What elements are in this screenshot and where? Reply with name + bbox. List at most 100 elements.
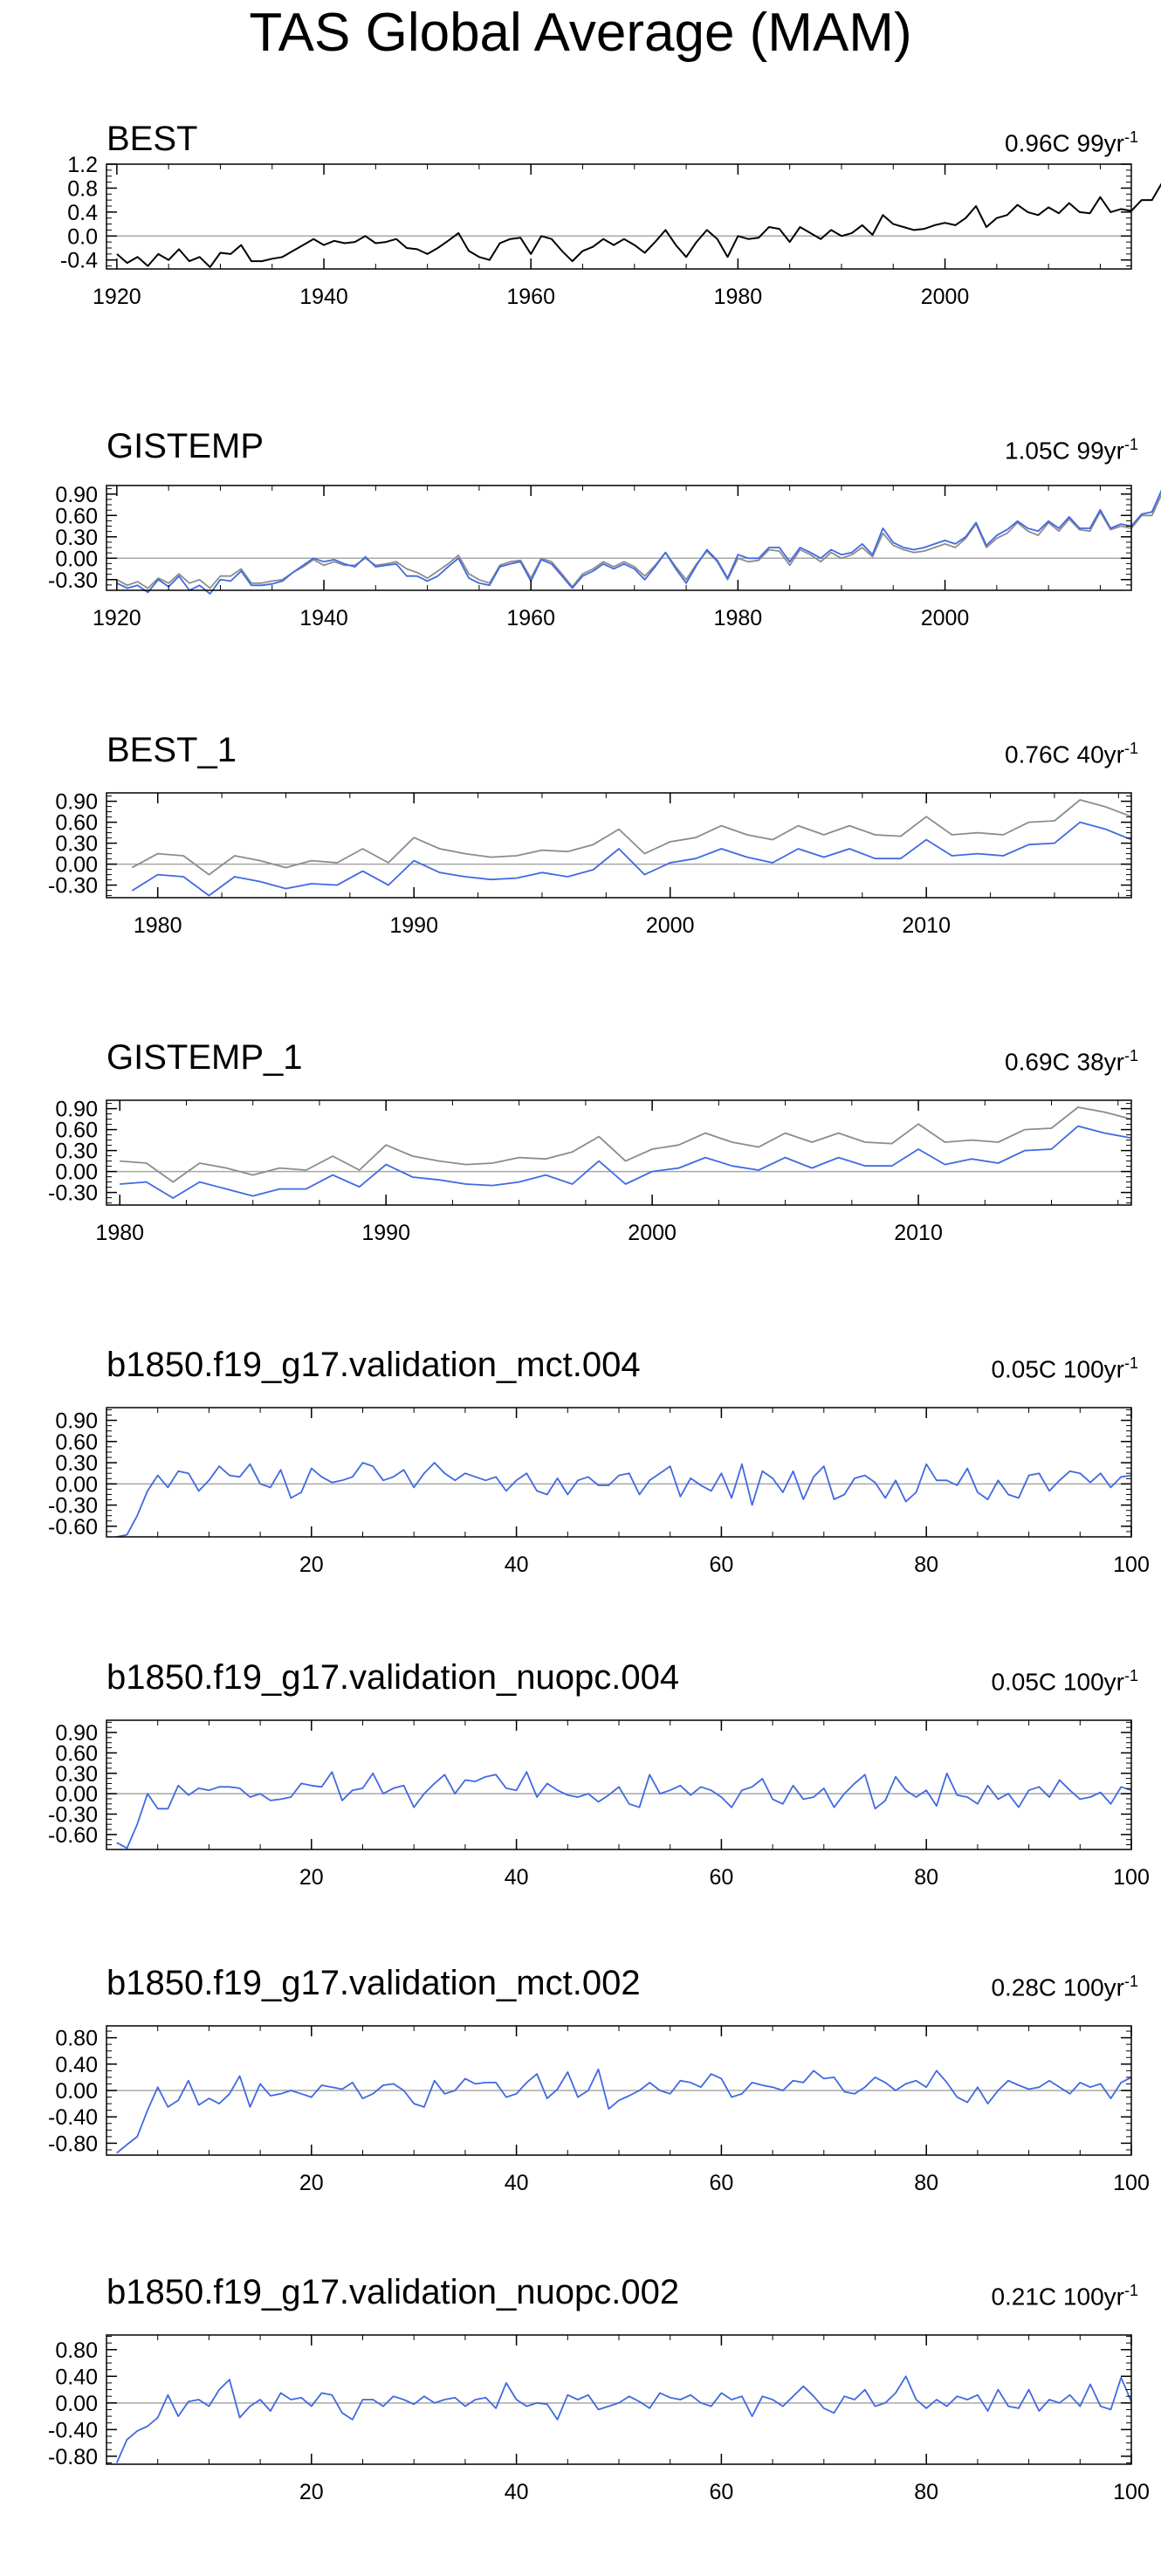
x-tick-label: 100 (1113, 1865, 1150, 1890)
y-tick-label: -0.80 (48, 2132, 98, 2156)
panel-title: b1850.f19_g17.validation_nuopc.002 (106, 2273, 680, 2311)
x-tick-label: 100 (1113, 1553, 1150, 1577)
y-tick-label: 0.90 (55, 483, 98, 507)
x-tick-label: 60 (709, 1553, 733, 1577)
y-tick-label: 0.30 (55, 1762, 98, 1787)
x-tick-label: 1980 (714, 285, 763, 309)
trend-label: 0.28C 100yr-1 (991, 1973, 1138, 2001)
y-tick-label: 0.8 (67, 176, 98, 201)
x-tick-label: 1990 (361, 1221, 410, 1245)
panel-mct-004: b1850.f19_g17.validation_mct.004 0.05C 1… (0, 1338, 1161, 1577)
series-line-reference (120, 1106, 1132, 1183)
trend-label: 0.21C 100yr-1 (991, 2282, 1138, 2311)
x-tick-label: 2000 (646, 913, 695, 938)
y-tick-label: 0.90 (55, 1721, 98, 1746)
y-tick-label: 0.80 (55, 2338, 98, 2363)
plot-frame (106, 1719, 1132, 1850)
x-tick-label: 60 (709, 1865, 733, 1890)
plot-frame (106, 1099, 1132, 1206)
y-tick-label: 0.30 (55, 832, 98, 857)
y-tick-label: 0.30 (55, 526, 98, 550)
x-tick-label: 2000 (628, 1221, 677, 1245)
y-tick-label: 0.00 (55, 1161, 98, 1185)
x-tick-label: 80 (914, 1553, 938, 1577)
line-plot: 0.900.600.300.00-0.30-0.60 20 40 60 80 100 (48, 1407, 1150, 1577)
y-tick-label: 0.90 (55, 1098, 98, 1122)
y-tick-label: 0.40 (55, 2053, 98, 2077)
y-tick-label: 0.60 (55, 504, 98, 528)
x-tick-label: 1940 (299, 285, 348, 309)
y-tick-label: 0.60 (55, 1119, 98, 1143)
y-tick-label: -0.30 (48, 1802, 98, 1827)
x-tick-label: 1920 (93, 285, 141, 309)
x-tick-label: 40 (505, 1553, 529, 1577)
y-tick-label: 0.30 (55, 1451, 98, 1476)
y-tick-label: 0.60 (55, 1430, 98, 1455)
x-tick-label: 1940 (299, 606, 348, 630)
y-tick-label: -0.30 (48, 874, 98, 899)
y-tick-label: -0.40 (48, 2418, 98, 2442)
y-tick-label: -0.60 (48, 1823, 98, 1848)
x-tick-label: 60 (709, 2171, 733, 2195)
plot-frame (106, 1407, 1132, 1538)
series-line-model (120, 1125, 1132, 1199)
x-tick-label: 80 (914, 2171, 938, 2195)
y-tick-label: 0.90 (55, 1409, 98, 1434)
y-tick-label: 0.00 (55, 547, 98, 571)
x-tick-label: 1990 (389, 913, 438, 938)
trend-label: 0.76C 40yr-1 (1005, 740, 1138, 768)
line-plot: 0.900.600.300.00-0.30-0.60 20 40 60 80 100 (48, 1719, 1150, 1890)
plot-frame (106, 485, 1132, 591)
panel-title: BEST_1 (106, 731, 237, 769)
y-tick-label: 0.80 (55, 2027, 98, 2051)
x-tick-label: 20 (299, 2480, 324, 2504)
y-tick-label: 0.60 (55, 811, 98, 836)
y-tick-label: -0.4 (60, 249, 98, 273)
series-line-model (116, 1771, 1132, 1849)
panel-title: GISTEMP_1 (106, 1038, 303, 1077)
panel-title: b1850.f19_g17.validation_nuopc.004 (106, 1658, 680, 1697)
x-tick-label: 1960 (506, 285, 555, 309)
trend-label: 0.05C 100yr-1 (991, 1354, 1138, 1383)
x-tick-label: 2000 (921, 285, 970, 309)
x-tick-label: 1960 (506, 606, 555, 630)
panel-nuopc-004: b1850.f19_g17.validation_nuopc.004 0.05C… (0, 1650, 1161, 1890)
y-tick-label: 0.90 (55, 790, 98, 815)
y-tick-label: 0.0 (67, 224, 98, 249)
y-tick-label: -0.30 (48, 1181, 98, 1206)
panel-title: GISTEMP (106, 427, 264, 465)
x-tick-label: 20 (299, 2171, 324, 2195)
figure-title: TAS Global Average (MAM) (249, 3, 912, 63)
y-tick-label: 0.60 (55, 1741, 98, 1766)
x-tick-label: 2000 (921, 606, 970, 630)
line-plot: 1.20.80.40.0-0.4 1920 1940 1960 1980 2000 (60, 153, 1161, 309)
plot-frame (106, 163, 1132, 270)
panel-title: b1850.f19_g17.validation_mct.002 (106, 1964, 641, 2002)
line-plot: 0.900.600.300.00-0.30 1980 1990 2000 2010 (48, 1098, 1132, 1245)
series-line-obs (116, 183, 1161, 268)
line-plot: 0.900.600.300.00-0.30 1920 1940 1960 1980 200… (48, 483, 1161, 630)
panel-nuopc-002: b1850.f19_g17.validation_nuopc.002 0.21C… (0, 2265, 1161, 2504)
plot-frame (106, 792, 1132, 899)
series-line-reference (131, 799, 1132, 876)
y-tick-label: -0.30 (48, 1494, 98, 1519)
x-tick-label: 20 (299, 1865, 324, 1890)
y-tick-label: -0.60 (48, 1515, 98, 1539)
x-tick-label: 100 (1113, 2480, 1150, 2504)
y-tick-label: 1.2 (67, 153, 98, 177)
trend-label: 0.96C 99yr-1 (1005, 128, 1138, 157)
series-line-model (115, 2375, 1132, 2463)
y-tick-label: 0.30 (55, 1140, 98, 1164)
x-tick-label: 40 (505, 1865, 529, 1890)
y-tick-label: 0.00 (55, 2079, 98, 2104)
panel-title: BEST (106, 120, 198, 158)
x-tick-label: 80 (914, 2480, 938, 2504)
y-tick-label: -0.40 (48, 2105, 98, 2130)
x-tick-label: 1980 (95, 1221, 144, 1245)
x-tick-label: 1980 (134, 913, 182, 938)
panel-gistemp: GISTEMP 1.05C 99yr-1 0.90 0.60 0.30 0.00 -0.… (0, 416, 1161, 630)
series-line-model (116, 1462, 1132, 1538)
panel-best-1: BEST_1 0.76C 40yr-1 0.90 0.60 0.30 0.00 -0.3… (0, 723, 1161, 938)
